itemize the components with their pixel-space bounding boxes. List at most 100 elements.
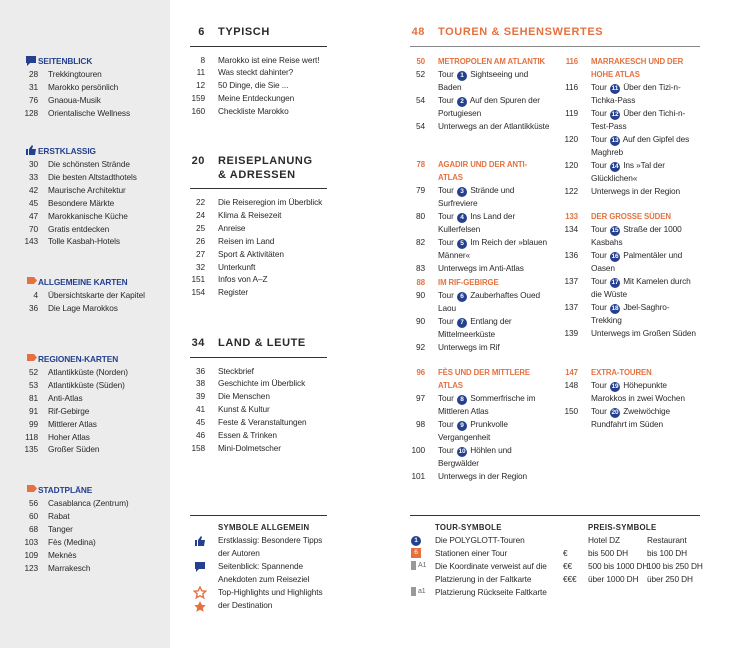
- entry-text: Unterwegs im Rif: [438, 341, 550, 354]
- page-number: 101: [411, 470, 425, 481]
- tour-number: 1: [456, 71, 467, 81]
- legend-text: Stationen einer Tour: [435, 547, 508, 558]
- section-title: MARRAKESCH UND DER HOHE ATLAS: [591, 57, 684, 79]
- section-heading: 88 IM RIF-GEBIRGE: [410, 276, 550, 289]
- toc-entry: 99 Mittlerer Atlas: [10, 418, 165, 431]
- toc-entry: 103 Fès (Medina): [10, 536, 165, 549]
- page-number: 159: [191, 93, 205, 104]
- entry-text: Checkliste Marokko: [218, 105, 327, 118]
- tour-label: Tour: [438, 393, 454, 403]
- toc-entry: 136 Tour 16 Palmentäler und Oasen: [563, 249, 700, 275]
- section-title: FÈS UND DER MITTLERE ATLAS: [438, 368, 530, 390]
- thumb-icon: [195, 536, 205, 546]
- toc-entry: 45 Feste & Veranstaltungen: [190, 416, 327, 429]
- page-number: 36: [28, 302, 38, 313]
- page-number: 52: [28, 367, 38, 377]
- entry-title: Sommerfrische im Mittleren Atlas: [438, 393, 536, 416]
- legend-text: Die POLYGLOTT-Touren: [435, 535, 525, 545]
- entry-text: Gnaoua-Musik: [48, 94, 165, 107]
- entry-title: Besondere Märkte: [48, 197, 115, 208]
- legend-item: a1 Platzierung Rückseite Faltkarte: [410, 586, 560, 599]
- entry-title: Anreise: [218, 222, 246, 233]
- entry-text: Orientalische Wellness: [48, 107, 165, 120]
- entry-title: Jbel-Saghro-Trekking: [591, 301, 670, 325]
- section-title: REGIONEN-KARTEN: [38, 354, 119, 364]
- page-number: 83: [415, 262, 425, 273]
- entry-title: Sightseeing und Baden: [438, 69, 529, 92]
- entry-text: Tour 6 Zauberhaftes Oued Laou: [438, 289, 550, 315]
- entry-text: Unterwegs in der Region: [591, 185, 700, 198]
- tour-number: 3: [456, 187, 467, 197]
- page-number: 38: [195, 378, 205, 389]
- toc-entry: 54 Unterwegs an der Atlantikküste: [410, 120, 550, 133]
- toc-entry: 120 Tour 13 Auf den Gipfel des Maghreb: [563, 133, 700, 159]
- speech-icon: [195, 562, 205, 572]
- page-number: 45: [195, 417, 205, 428]
- entry-text: Marrakesch: [48, 562, 165, 575]
- page-number: 97: [415, 393, 425, 403]
- entry-text: Tour 12 Über den Tichi-n-Test-Pass: [591, 107, 700, 133]
- section-title: SEITENBLICK: [38, 56, 93, 66]
- page-number: 137: [564, 301, 578, 312]
- section-heading: 96 FÈS UND DER MITTLERE ATLAS: [410, 366, 550, 392]
- entry-text: Atlantikküste (Süden): [48, 379, 165, 392]
- entry-title: Meknès: [48, 549, 77, 560]
- tag-icon: [27, 277, 37, 284]
- price-column-head: Restaurant: [647, 535, 687, 545]
- entry-text: Tour 18 Jbel-Saghro-Trekking: [591, 301, 700, 327]
- toc-entry: 98 Tour 9 Prunkvolle Vergangenheit: [410, 418, 550, 444]
- entry-text: Tour 19 Höhepunkte Marokkos in zwei Woch…: [591, 379, 700, 405]
- page-number: 128: [24, 107, 38, 118]
- tour-section: 78 AGADIR UND DER ANTI-ATLAS 79 Tour 3 Strä…: [410, 158, 550, 275]
- entry-title: Orientalische Wellness: [48, 107, 131, 118]
- legend-item: Top-Highlights und Highlights der Destin…: [218, 586, 323, 610]
- tour-label: Tour: [438, 290, 454, 300]
- entry-title: Reisen im Land: [218, 235, 275, 246]
- entry-text: Tour 14 Ins »Tal der Glücklichen«: [591, 159, 700, 185]
- page-number: 60: [28, 510, 38, 521]
- entry-title: Höhlen und Bergwälder: [438, 444, 512, 468]
- entry-title: Die Reiseregion im Überblick: [218, 197, 323, 207]
- page-number: 151: [191, 274, 205, 285]
- page-number: 150: [564, 405, 578, 416]
- tour-label: Tour: [591, 380, 607, 390]
- price-cell: €€€: [563, 573, 577, 584]
- page-number: 134: [564, 224, 578, 234]
- page-number: 53: [28, 379, 38, 390]
- toc-entry: 148 Tour 19 Höhepunkte Marokkos in zwei W…: [563, 379, 700, 405]
- entry-text: Rabat: [48, 510, 165, 523]
- entry-text: Feste & Veranstaltungen: [218, 416, 327, 429]
- legend-price: PREIS-SYMBOLE Hotel DZ Restaurant € bis 500 …: [563, 521, 703, 586]
- page-number: 11: [196, 67, 206, 78]
- entry-title: Prunkvolle Vergangenheit: [438, 418, 508, 442]
- toc-entry: 109 Meknès: [10, 549, 165, 562]
- entry-title: Steckbrief: [218, 365, 254, 376]
- toc-entry: 118 Hoher Atlas: [10, 431, 165, 444]
- toc-entry: 90 Tour 7 Entlang der Mittelmeerküste: [410, 315, 550, 341]
- page-number: 136: [564, 249, 578, 260]
- entry-text: Mittlerer Atlas: [48, 418, 165, 431]
- entry-text: Tour 16 Palmentäler und Oasen: [591, 249, 700, 275]
- page-number: 24: [195, 209, 205, 220]
- toc-entry: 137 Tour 17 Mit Kamelen durch die Wüste: [563, 275, 700, 301]
- price-column-head: Hotel DZ: [588, 535, 620, 545]
- page-number: 103: [24, 536, 38, 547]
- entry-text: Tour 5 Im Reich der »blauen Männer«: [438, 236, 550, 262]
- price-row: € bis 500 DH bis 100 DH: [563, 547, 703, 560]
- toc-entry: 11 Was steckt dahinter?: [190, 66, 327, 79]
- entry-title: Zweiwöchige Rundfahrt im Süden: [591, 405, 671, 429]
- entry-title: Anti-Atlas: [48, 392, 83, 403]
- chapter-heading: 34 LAND & LEUTE: [190, 337, 327, 358]
- toc-entry: 82 Tour 5 Im Reich der »blauen Männer«: [410, 236, 550, 262]
- entry-title: Marokko ist eine Reise wert!: [218, 54, 320, 65]
- section-heading: 116 MARRAKESCH UND DER HOHE ATLAS: [563, 55, 700, 81]
- page-number: 41: [195, 404, 205, 415]
- page-number: 30: [28, 159, 38, 169]
- chapter-title: TOUREN & SEHENSWERTES: [438, 26, 604, 38]
- price-cell: über 1000 DH: [588, 573, 639, 584]
- entry-text: Tour 17 Mit Kamelen durch die Wüste: [591, 275, 700, 301]
- page-number: 135: [24, 444, 38, 455]
- entry-text: Atlantikküste (Norden): [48, 366, 165, 379]
- section-title: IM RIF-GEBIRGE: [438, 278, 499, 287]
- page-number: 123: [24, 562, 38, 573]
